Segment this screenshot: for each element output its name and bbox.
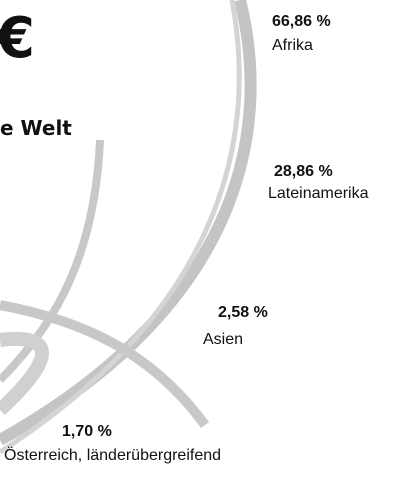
label: Österreich, länderübergreifend: [4, 447, 221, 465]
percent: 1,70 %: [62, 423, 112, 441]
symbol: €: [0, 6, 35, 71]
percent: 28,86 %: [274, 163, 333, 181]
decoration: [0, 0, 408, 493]
page: € e Welt 66,86 % Afrika 28,86 % Lateinam…: [0, 0, 408, 493]
percent: 66,86 %: [272, 13, 331, 31]
label: Afrika: [272, 37, 313, 55]
label: Asien: [203, 331, 243, 349]
arc: [0, 0, 239, 452]
percent: 2,58 %: [218, 304, 268, 322]
label: Lateinamerika: [268, 185, 369, 203]
title: e Welt: [0, 116, 72, 140]
